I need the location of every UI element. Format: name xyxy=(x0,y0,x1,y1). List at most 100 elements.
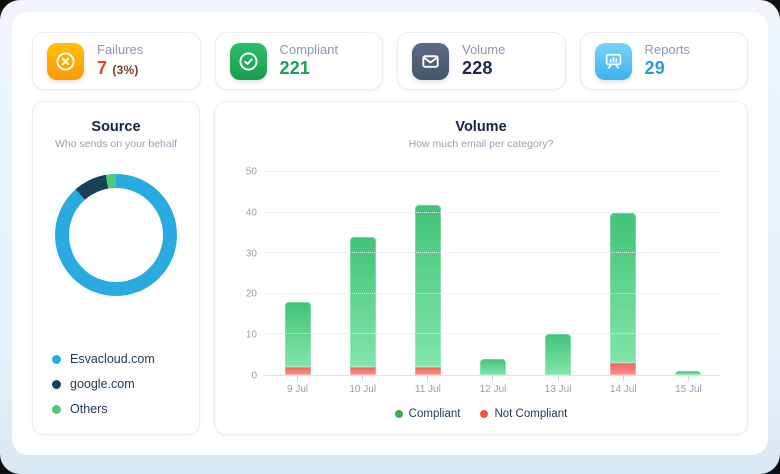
source-legend-item: google.com xyxy=(52,377,199,391)
x-tick xyxy=(492,376,494,381)
bar-segment-not-compliant xyxy=(414,366,441,375)
y-tick-label: 40 xyxy=(245,207,257,219)
stat-value-suffix: (3%) xyxy=(112,63,139,78)
source-legend-item: Esvacloud.com xyxy=(52,352,199,366)
presentation-icon xyxy=(594,42,632,80)
x-tick-label: 12 Jul xyxy=(479,384,507,395)
stat-label: Compliant xyxy=(279,42,339,58)
bar-stack-11-jul xyxy=(414,172,441,375)
bar-segment-compliant xyxy=(610,212,637,363)
bar-column xyxy=(330,172,395,375)
content-row: Source Who sends on your behalf Esvaclou… xyxy=(32,101,748,435)
bar-column xyxy=(526,172,591,375)
bar-column xyxy=(460,172,525,375)
legend-dot-icon xyxy=(394,410,403,418)
bar-stack-13-jul xyxy=(545,172,572,375)
x-tick xyxy=(557,376,559,381)
y-tick-label: 10 xyxy=(245,329,257,341)
gridline xyxy=(265,292,721,294)
bar-segment-compliant xyxy=(675,370,702,375)
bar-segment-compliant xyxy=(284,301,311,367)
legend-label: Others xyxy=(70,402,108,416)
volume-subtitle: How much email per category? xyxy=(408,138,554,150)
bar-segment-compliant xyxy=(349,236,376,367)
legend-label: google.com xyxy=(70,377,135,391)
source-donut-chart xyxy=(55,174,177,296)
stats-row: Failures 7 (3%) Compliant 221 Volume xyxy=(32,32,748,90)
bar-stack-15-jul xyxy=(675,172,702,375)
legend-label: Esvacloud.com xyxy=(70,352,155,366)
y-axis-labels: 0 10 20 30 40 50 xyxy=(235,167,265,382)
bar-segment-not-compliant xyxy=(349,366,376,375)
stat-card-volume: Volume 228 xyxy=(397,32,566,90)
legend-dot-icon xyxy=(52,379,61,389)
stat-card-compliant: Compliant 221 xyxy=(214,32,383,90)
bar-column xyxy=(656,172,721,375)
bar-column xyxy=(591,172,656,375)
x-tick xyxy=(297,376,299,381)
volume-panel: Volume How much email per category? 0 10 2… xyxy=(214,101,748,435)
x-tick-label: 14 Jul xyxy=(609,384,637,395)
y-tick-label: 20 xyxy=(245,288,257,300)
gridline xyxy=(265,211,721,213)
y-tick-label: 30 xyxy=(245,248,257,260)
volume-legend: Compliant Not Compliant xyxy=(235,408,727,422)
envelope-icon xyxy=(412,42,449,80)
bar-stack-10-jul xyxy=(349,172,376,375)
bar-column xyxy=(395,172,460,375)
x-tick xyxy=(622,376,624,381)
bar-segment-not-compliant xyxy=(610,362,637,375)
gridline xyxy=(265,333,721,335)
x-tick-label: 15 Jul xyxy=(675,384,702,395)
source-subtitle: Who sends on your behalf xyxy=(55,138,177,150)
y-tick-label: 50 xyxy=(245,166,257,178)
source-legend-item: Others xyxy=(52,402,199,416)
source-panel: Source Who sends on your behalf Esvaclou… xyxy=(32,101,200,435)
volume-legend-item[interactable]: Compliant xyxy=(394,408,461,420)
stat-label: Reports xyxy=(644,42,691,58)
stat-value: 7 (3%) xyxy=(97,58,139,79)
x-tick xyxy=(687,376,689,381)
bar-stack-14-jul xyxy=(610,172,637,375)
check-circle-icon xyxy=(229,42,267,80)
legend-dot-icon xyxy=(52,404,61,414)
bar-stack-12-jul xyxy=(479,172,506,375)
source-legend: Esvacloud.com google.com Others xyxy=(33,352,199,418)
source-title: Source xyxy=(91,119,141,135)
legend-dot-icon xyxy=(480,410,489,418)
stat-value: 221 xyxy=(279,58,311,79)
x-tick-label: 10 Jul xyxy=(349,384,377,395)
x-tick-label: 11 Jul xyxy=(414,384,441,395)
bar-segment-compliant xyxy=(479,358,506,375)
bar-segment-compliant xyxy=(545,334,572,375)
volume-legend-item[interactable]: Not Compliant xyxy=(480,408,567,420)
gridline xyxy=(265,252,721,254)
x-axis-labels: 9 Jul 10 Jul 11 Jul 12 Jul 13 Jul 14 Jul 15 Ju… xyxy=(265,384,721,395)
volume-title: Volume xyxy=(455,119,507,135)
x-tick xyxy=(362,376,364,381)
x-tick-label: 13 Jul xyxy=(544,384,572,395)
x-axis-ticks xyxy=(265,376,721,381)
legend-label: Compliant xyxy=(408,408,461,420)
bar-segment-compliant xyxy=(414,204,441,367)
gridline xyxy=(265,171,721,172)
stat-label: Volume xyxy=(462,42,506,58)
stat-card-failures: Failures 7 (3%) xyxy=(32,32,201,90)
stat-label: Failures xyxy=(97,42,144,58)
stat-value: 228 xyxy=(462,58,493,79)
legend-dot-icon xyxy=(52,354,61,364)
plot-area xyxy=(265,171,721,376)
dashboard-surface: Failures 7 (3%) Compliant 221 Volume xyxy=(12,12,768,455)
x-tick xyxy=(427,376,429,381)
bar-column xyxy=(265,172,330,375)
legend-label: Not Compliant xyxy=(494,408,568,420)
stat-card-reports: Reports 29 xyxy=(579,32,748,90)
volume-bar-chart: 0 10 20 30 40 50 xyxy=(235,167,727,382)
bar-stack-9-jul xyxy=(284,172,311,375)
x-circle-icon xyxy=(47,42,84,80)
bar-segment-not-compliant xyxy=(284,366,311,375)
stat-value: 29 xyxy=(644,58,665,79)
y-tick-label: 0 xyxy=(251,370,257,382)
x-tick-label: 9 Jul xyxy=(287,384,309,395)
